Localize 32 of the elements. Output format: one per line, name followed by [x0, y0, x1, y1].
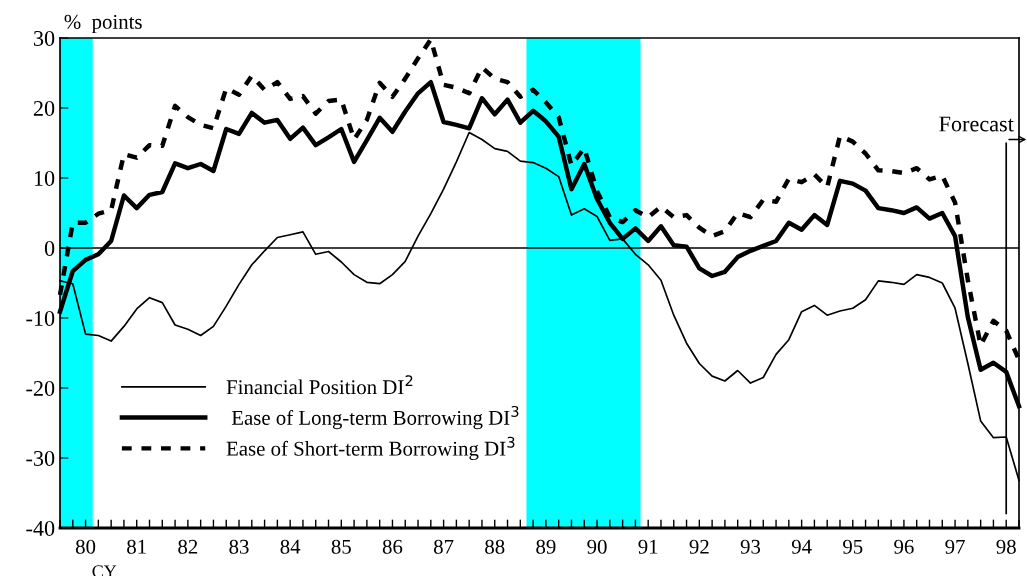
x-tick-label: 80	[75, 539, 96, 554]
y-axis-title: % points	[64, 14, 142, 34]
x-tick-label: 93	[740, 539, 761, 554]
x-tick-label: 96	[894, 539, 914, 554]
x-tick-label: 91	[638, 539, 658, 554]
x-tick-label: 90	[587, 539, 607, 554]
y-tick-label: -40	[26, 520, 55, 536]
x-tick-label: 88	[485, 539, 505, 554]
legend-label: Financial Position DI$^{2}$	[226, 375, 413, 395]
ref-line-label: Forecast	[939, 116, 1014, 132]
legend-label: Ease of Long-term Borrowing DI$^{3}$	[231, 405, 519, 430]
x-tick-label: 95	[843, 539, 863, 554]
y-tick-label: -30	[26, 450, 55, 466]
x-tick-label: 85	[331, 539, 351, 554]
x-tick-label: 86	[382, 539, 403, 554]
x-tick-label: 92	[689, 539, 709, 554]
y-tick-label: -20	[26, 380, 55, 396]
y-tick-label: 20	[33, 100, 55, 116]
legend-label: Ease of Short-term Borrowing DI$^{3}$	[226, 436, 515, 460]
x-tick-label: 81	[127, 539, 146, 554]
y-tick-label: 10	[34, 170, 55, 186]
x-tick-label: 89	[536, 539, 556, 554]
x-tick-label: 94	[791, 539, 812, 554]
y-tick-label: 30	[33, 30, 55, 46]
x-tick-label: 82	[178, 539, 198, 554]
x-tick-label: 97	[945, 539, 965, 554]
y-tick-label: 0	[44, 240, 55, 256]
y-tick-label: -10	[26, 310, 55, 326]
x-tick-label: 83	[229, 539, 249, 554]
x-tick-label: 98	[996, 539, 1016, 554]
x-tick-label: 87	[433, 539, 454, 554]
x-tick-label: 84	[280, 539, 301, 554]
